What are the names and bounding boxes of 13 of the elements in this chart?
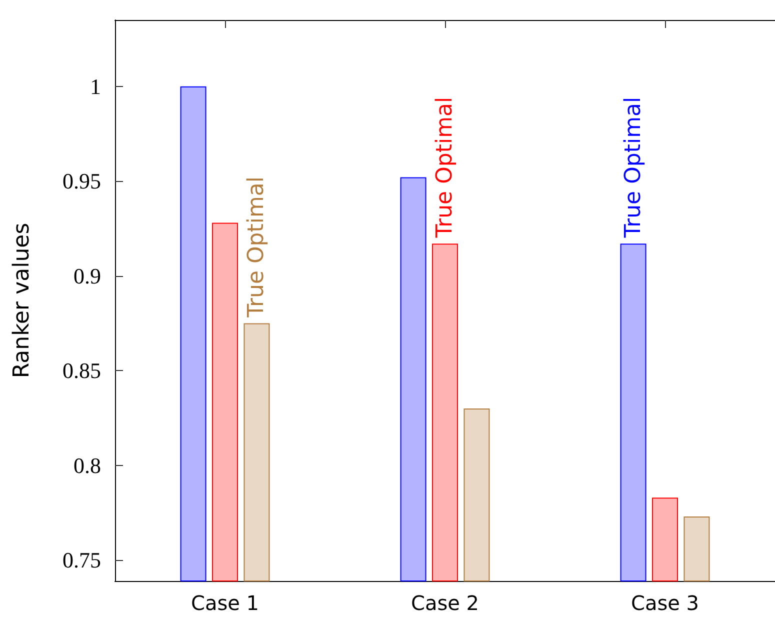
x-tick-label: Case 2 — [410, 591, 480, 615]
y-tick-label: 0.75 — [62, 548, 101, 573]
x-tick-label: Case 1 — [190, 591, 260, 615]
y-tick-label: 0.8 — [74, 452, 101, 478]
y-tick-label: 0.85 — [62, 358, 101, 384]
y-tick-label: 1 — [90, 74, 101, 99]
data-label: True Optimal — [432, 96, 458, 239]
x-tick-label: Case 3 — [630, 591, 700, 615]
data-label: True Optimal — [620, 96, 646, 239]
y-tick-label: 0.95 — [62, 168, 101, 194]
y-axis-title: Ranker values — [10, 222, 34, 378]
y-tick-label: 0.9 — [74, 263, 101, 288]
data-label: True Optimal — [244, 176, 270, 318]
